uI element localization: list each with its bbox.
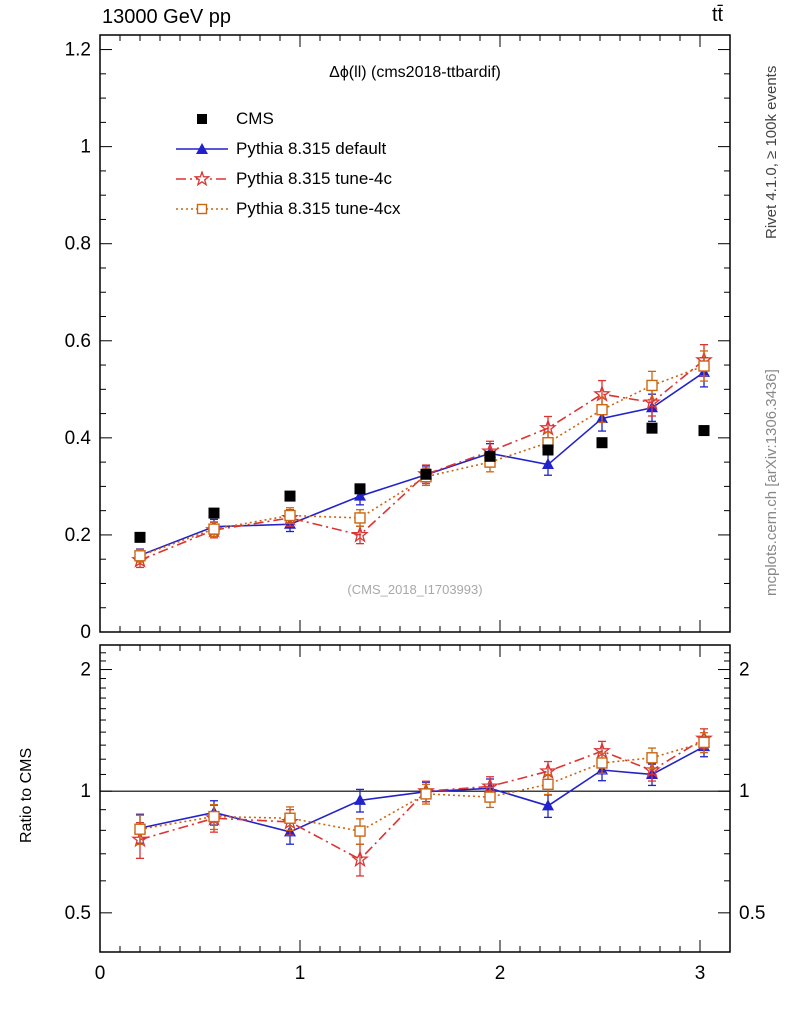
ratio-series-tune4c xyxy=(131,728,713,877)
tune4c-marker-icon xyxy=(176,169,228,187)
process-label: tt̄ xyxy=(712,4,724,26)
plot-title: Δϕ(ll) (cms2018-ttbardif) xyxy=(329,64,501,81)
svg-text:0.5: 0.5 xyxy=(739,903,765,924)
legend-item-default: Pythia 8.315 default xyxy=(176,134,400,164)
svg-text:3: 3 xyxy=(695,963,706,984)
svg-text:2: 2 xyxy=(495,963,506,984)
svg-text:0.2: 0.2 xyxy=(65,525,91,546)
svg-text:2: 2 xyxy=(739,660,750,681)
svg-text:0: 0 xyxy=(80,622,91,643)
axis-ticks: 0 1 2 3 0 0.2 0.4 0.6 0.8 1 1.2 0.5 0.5 1 1 2 2 xyxy=(65,35,765,984)
main-series-default xyxy=(134,357,710,563)
main-series-cms xyxy=(134,422,710,543)
analysis-id-watermark: (CMS_2018_I1703993) xyxy=(347,582,483,597)
default-marker-icon xyxy=(176,141,228,157)
svg-text:0.4: 0.4 xyxy=(65,428,92,449)
ratio-series-tune4cx xyxy=(134,732,710,846)
svg-text:1.2: 1.2 xyxy=(65,40,91,61)
legend: CMS Pythia 8.315 default Pythia 8.315 tu… xyxy=(176,104,400,224)
cms-marker-icon xyxy=(176,111,228,127)
legend-item-tune4cx: Pythia 8.315 tune-4cx xyxy=(176,194,400,224)
legend-item-cms: CMS xyxy=(176,104,400,134)
svg-text:0.8: 0.8 xyxy=(65,234,91,255)
legend-label: Pythia 8.315 default xyxy=(236,139,387,158)
svg-text:0.6: 0.6 xyxy=(65,331,91,352)
tune4cx-marker-icon xyxy=(176,201,228,217)
main-series-tune4cx xyxy=(134,350,710,563)
legend-item-tune4c: Pythia 8.315 tune-4c xyxy=(176,164,400,194)
svg-text:0: 0 xyxy=(95,963,106,984)
svg-text:1: 1 xyxy=(80,137,91,158)
mcplots-credit-label: mcplots.cern.ch [arXiv:1306.3436] xyxy=(763,369,780,596)
svg-text:1: 1 xyxy=(80,781,91,802)
rivet-version-label: Rivet 4.1.0, ≥ 100k events xyxy=(763,65,780,240)
legend-label: CMS xyxy=(236,109,274,128)
main-frame xyxy=(99,34,731,633)
legend-label: Pythia 8.315 tune-4cx xyxy=(236,199,401,218)
beam-energy-label: 13000 GeV pp xyxy=(102,6,231,28)
legend-label: Pythia 8.315 tune-4c xyxy=(236,169,392,188)
svg-text:1: 1 xyxy=(739,781,750,802)
ratio-frame xyxy=(99,644,731,953)
svg-text:0.5: 0.5 xyxy=(65,903,91,924)
ratio-axis-label: Ratio to CMS xyxy=(18,747,35,843)
svg-text:2: 2 xyxy=(80,660,91,681)
svg-text:1: 1 xyxy=(295,963,306,984)
